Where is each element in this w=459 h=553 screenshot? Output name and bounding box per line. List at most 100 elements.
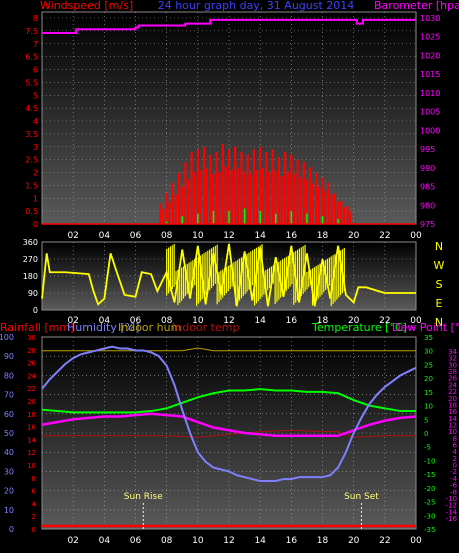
dew-point-tick: 8 <box>453 435 457 443</box>
x-tick-label: 10 <box>192 316 204 326</box>
temperature-tick: 30 <box>424 348 433 356</box>
rainfall-label: Rainfall [mm] <box>0 321 74 334</box>
temperature-tick: -5 <box>424 444 431 452</box>
rainfall-tick: 10 <box>27 462 36 470</box>
x-tick-label: 06 <box>130 316 142 326</box>
x-tick-label: 20 <box>348 536 360 546</box>
dew-point-tick: 0 <box>453 462 457 470</box>
barometer-tick: 1005 <box>420 108 440 117</box>
sunrise-label: Sun Rise <box>124 492 163 502</box>
direction-axis: 0 90 180 270 360 <box>23 238 38 315</box>
compass-letter: N <box>435 316 443 329</box>
temperature-axis: -35 -30 -25 -20 -15 -10 -5 0 5 10 15 20 25 30 35 <box>424 334 435 534</box>
x-tick-label: 00 <box>410 316 422 326</box>
humidity-tick: 100 <box>0 333 14 342</box>
windspeed-tick: 2 <box>33 169 38 178</box>
dew-point-tick: -4 <box>450 475 458 483</box>
barometer-tick: 985 <box>420 183 435 192</box>
windspeed-tick: 8 <box>33 14 38 23</box>
bottom-series <box>41 345 417 528</box>
direction-tick: 0 <box>33 306 38 315</box>
dew-point-tick: 28 <box>448 368 457 376</box>
temperature-line <box>41 388 416 414</box>
dew-point-tick: -16 <box>446 515 458 523</box>
x-tick-label: 12 <box>223 316 234 326</box>
humidity-tick: 20 <box>4 487 14 496</box>
windspeed-tick: 6.5 <box>25 53 38 62</box>
temperature-tick: 10 <box>424 403 433 411</box>
x-tick-label: 16 <box>286 316 298 326</box>
windspeed-tick: 7 <box>33 40 38 49</box>
windspeed-tick: 4.5 <box>25 104 38 113</box>
barometer-label: Barometer [hpa] <box>374 0 459 12</box>
x-tick-label: 12 <box>223 231 234 241</box>
indoor-temp-label: Indoor temp <box>172 321 239 334</box>
dew-point-tick: 22 <box>448 388 457 396</box>
windspeed-tick: 1 <box>33 194 38 203</box>
direction-tick: 180 <box>23 272 38 281</box>
dew-point-tick: -12 <box>446 502 457 510</box>
dew-point-tick: 34 <box>448 348 457 356</box>
humidity-tick: 40 <box>4 448 14 457</box>
barometer-tick: 990 <box>420 164 435 173</box>
temperature-tick: 20 <box>424 375 433 383</box>
rainfall-tick: 28 <box>27 347 36 355</box>
windspeed-tick: 3.5 <box>25 130 38 139</box>
windspeed-tick: 0 <box>33 220 38 229</box>
dew-point-tick: 4 <box>453 448 458 456</box>
windspeed-tick: 6 <box>33 66 38 75</box>
humidity-line <box>41 345 417 482</box>
dew-point-tick: 14 <box>448 415 457 423</box>
dew-point-tick: -2 <box>450 468 457 476</box>
humidity-tick: 30 <box>4 467 14 476</box>
windspeed-label: Windspeed [m/s] <box>40 0 133 12</box>
humidity-tick: 60 <box>4 410 14 419</box>
direction-tick: 90 <box>28 289 38 298</box>
dew-point-tick: 32 <box>448 355 457 363</box>
windspeed-tick: 4 <box>33 117 38 126</box>
barometer-tick: 980 <box>420 201 435 210</box>
barometer-axis: 975 980 985 990 995 1000 1005 1010 1015 1020 1025 1… <box>420 14 440 229</box>
dew-point-tick: 30 <box>448 361 457 369</box>
x-tick-label: 18 <box>317 536 329 546</box>
rainfall-tick: 8 <box>32 475 36 483</box>
x-tick-label: 06 <box>130 231 142 241</box>
windspeed-tick: 7.5 <box>25 27 38 36</box>
dew-point-tick: 12 <box>448 421 457 429</box>
sunset-label: Sun Set <box>344 492 379 502</box>
dew-point-tick: 6 <box>453 442 458 450</box>
dew-point-tick: -14 <box>446 508 458 516</box>
x-tick-label: 02 <box>67 316 78 326</box>
humidity-label: Humidity [%] <box>67 321 139 334</box>
humidity-tick: 80 <box>4 371 14 380</box>
humidity-tick: 70 <box>4 391 14 400</box>
humidity-tick: 10 <box>4 506 14 515</box>
temperature-label: Temperature [°C] <box>311 321 407 334</box>
rainfall-tick: 0 <box>32 526 36 534</box>
rainfall-tick: 22 <box>27 385 36 393</box>
barometer-tick: 1015 <box>420 70 440 79</box>
dew-point-tick: 20 <box>448 395 457 403</box>
compass-letter: S <box>436 278 443 291</box>
dew-point-tick: 10 <box>448 428 457 436</box>
x-tick-label: 18 <box>317 231 329 241</box>
humidity-tick: 0 <box>9 525 14 534</box>
rainfall-tick: 6 <box>32 488 37 496</box>
x-tick-label: 10 <box>192 231 204 241</box>
dew-point-tick: 24 <box>448 381 457 389</box>
windspeed-tick: 3 <box>33 143 38 152</box>
dew-point-tick: -8 <box>450 488 457 496</box>
x-tick-label: 12 <box>223 536 234 546</box>
x-tick-label: 04 <box>99 231 111 241</box>
x-tick-label: 18 <box>317 316 329 326</box>
rainfall-tick: 16 <box>27 424 36 432</box>
x-tick-label: 16 <box>286 231 298 241</box>
windspeed-tick: 0.5 <box>25 207 38 216</box>
rainfall-tick: 30 <box>27 334 36 342</box>
top-x-axis: 02 04 06 08 10 12 14 16 18 20 22 00 <box>67 231 422 241</box>
humidity-tick: 90 <box>4 352 14 361</box>
x-tick-label: 06 <box>130 536 142 546</box>
barometer-tick: 1025 <box>420 33 440 42</box>
